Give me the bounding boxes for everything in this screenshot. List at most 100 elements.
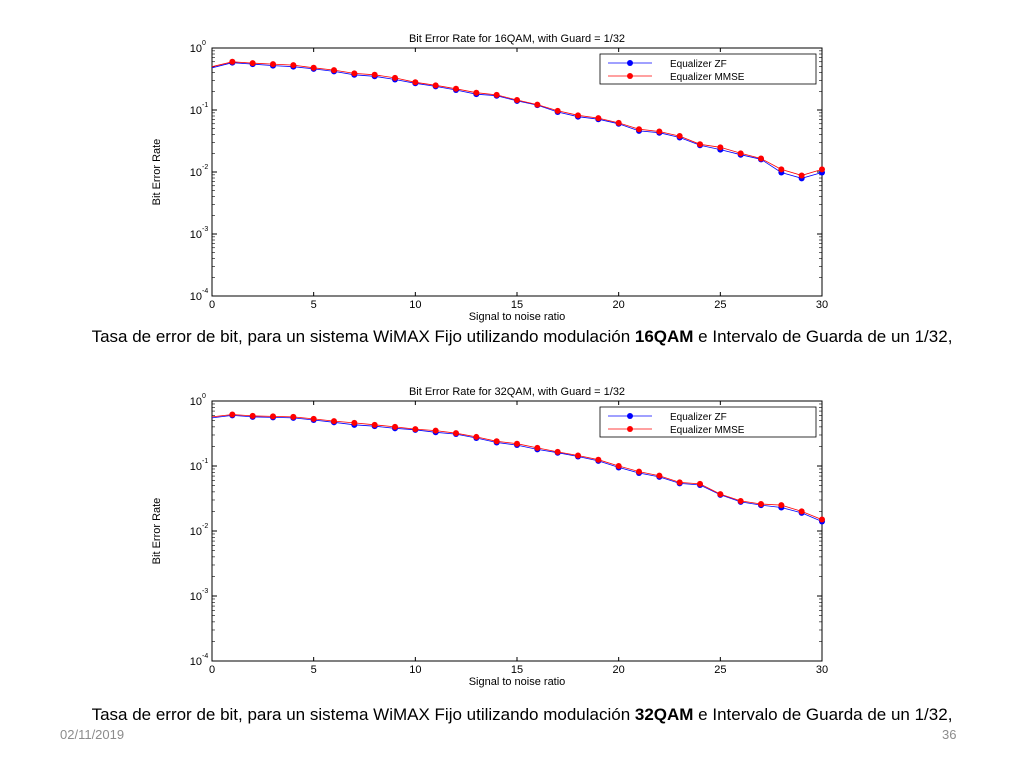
caption-modulation: 32QAM <box>634 705 694 724</box>
y-tick-label: 10 <box>190 291 202 303</box>
x-tick-label: 0 <box>209 299 215 311</box>
caption-text: Tasa de error de bit, para un sistema Wi… <box>91 705 635 724</box>
x-axis-label: Signal to noise ratio <box>469 311 566 323</box>
series-point-1 <box>514 440 520 447</box>
y-tick-exponent: -4 <box>202 653 208 660</box>
y-tick-label: 10 <box>190 526 202 538</box>
series-point-1 <box>229 58 236 65</box>
caption-text-end: e Intervalo de Guarda de un 1/32, <box>693 327 953 346</box>
y-tick-label: 10 <box>190 396 202 408</box>
caption-text-end: e Intervalo de Guarda de un 1/32, <box>693 705 953 724</box>
series-point-1 <box>473 433 480 440</box>
ber-chart-16qam: Bit Error Rate for 16QAM, with Guard = 1… <box>151 33 828 323</box>
y-tick-exponent: -2 <box>202 164 208 171</box>
series-point-1 <box>819 166 825 173</box>
x-axis-label: Signal to noise ratio <box>469 676 566 688</box>
series-point-1 <box>615 463 622 469</box>
caption-modulation: 16QAM <box>634 327 694 346</box>
series-point-1 <box>697 480 703 487</box>
y-tick-label: 10 <box>190 105 202 117</box>
series-point-1 <box>717 491 724 498</box>
legend-marker <box>627 413 633 419</box>
legend-entry: Equalizer ZF <box>670 59 727 70</box>
y-tick-label: 10 <box>190 229 202 241</box>
legend-box <box>599 53 817 85</box>
x-tick-label: 30 <box>816 299 828 311</box>
series-point-1 <box>534 101 541 108</box>
series-point-1 <box>493 438 500 445</box>
series-point-1 <box>554 107 561 114</box>
x-tick-label: 30 <box>816 664 828 676</box>
series-point-1 <box>249 60 256 67</box>
legend-entry: Equalizer ZF <box>670 412 727 423</box>
y-tick-label: 10 <box>190 461 202 473</box>
series-point-1 <box>737 497 744 504</box>
series-point-1 <box>392 74 398 81</box>
x-tick-label: 5 <box>311 664 317 676</box>
y-tick-label: 10 <box>190 591 202 603</box>
series-point-1 <box>595 115 602 122</box>
x-tick-label: 25 <box>714 664 726 676</box>
y-tick-exponent: -1 <box>202 102 208 109</box>
y-tick-exponent: -2 <box>202 523 208 530</box>
series-point-1 <box>270 413 276 420</box>
series-point-1 <box>758 155 764 162</box>
legend-marker <box>627 60 633 66</box>
y-axis-label: Bit Error Rate <box>151 498 163 565</box>
series-point-1 <box>737 150 744 157</box>
series-point-1 <box>819 516 825 523</box>
footer-page-number: 36 <box>942 727 957 742</box>
series-point-1 <box>778 166 785 173</box>
series-point-1 <box>270 61 276 68</box>
series-point-1 <box>676 133 683 140</box>
series-point-1 <box>636 468 642 475</box>
x-tick-label: 25 <box>714 299 726 311</box>
y-tick-label: 10 <box>190 656 202 668</box>
y-tick-exponent: -4 <box>202 288 208 295</box>
legend-marker <box>627 426 633 432</box>
series-point-1 <box>575 452 581 459</box>
series-point-1 <box>371 421 378 428</box>
y-tick-exponent: -3 <box>202 588 208 595</box>
series-point-1 <box>798 172 805 179</box>
series-point-1 <box>758 501 764 508</box>
series-point-1 <box>595 456 602 463</box>
y-tick-label: 10 <box>190 43 202 55</box>
x-tick-label: 5 <box>311 299 317 311</box>
series-point-1 <box>351 419 358 426</box>
series-point-1 <box>432 82 439 89</box>
ber-chart-32qam: Bit Error Rate for 32QAM, with Guard = 1… <box>151 386 828 688</box>
series-point-1 <box>798 508 805 515</box>
caption-16qam: Tasa de error de bit, para un sistema Wi… <box>60 326 984 348</box>
series-point-1 <box>473 89 480 96</box>
legend-box <box>599 406 817 438</box>
y-tick-exponent: -3 <box>202 226 208 233</box>
x-tick-label: 20 <box>613 664 625 676</box>
series-point-1 <box>656 128 663 135</box>
series-point-1 <box>676 479 683 486</box>
series-point-1 <box>778 502 785 509</box>
legend-entry: Equalizer MMSE <box>670 72 745 83</box>
series-point-1 <box>310 415 317 422</box>
y-tick-exponent: 0 <box>202 393 206 400</box>
legend-entry: Equalizer MMSE <box>670 425 745 436</box>
series-point-1 <box>697 141 703 148</box>
series-point-1 <box>331 67 337 74</box>
x-tick-label: 15 <box>511 664 523 676</box>
series-point-1 <box>412 426 419 433</box>
series-point-1 <box>229 411 236 418</box>
series-point-1 <box>290 62 297 69</box>
caption-text: Tasa de error de bit, para un sistema Wi… <box>91 327 635 346</box>
x-tick-label: 20 <box>613 299 625 311</box>
series-point-1 <box>392 423 398 430</box>
y-tick-exponent: -1 <box>202 458 208 465</box>
x-tick-label: 10 <box>409 664 421 676</box>
series-point-1 <box>717 144 724 151</box>
chart-title: Bit Error Rate for 16QAM, with Guard = 1… <box>409 33 625 45</box>
series-point-1 <box>493 91 500 98</box>
series-point-1 <box>453 85 459 92</box>
y-tick-label: 10 <box>190 167 202 179</box>
y-tick-exponent: 0 <box>202 40 206 47</box>
footer-date: 02/11/2019 <box>60 727 125 742</box>
series-point-1 <box>331 418 337 425</box>
